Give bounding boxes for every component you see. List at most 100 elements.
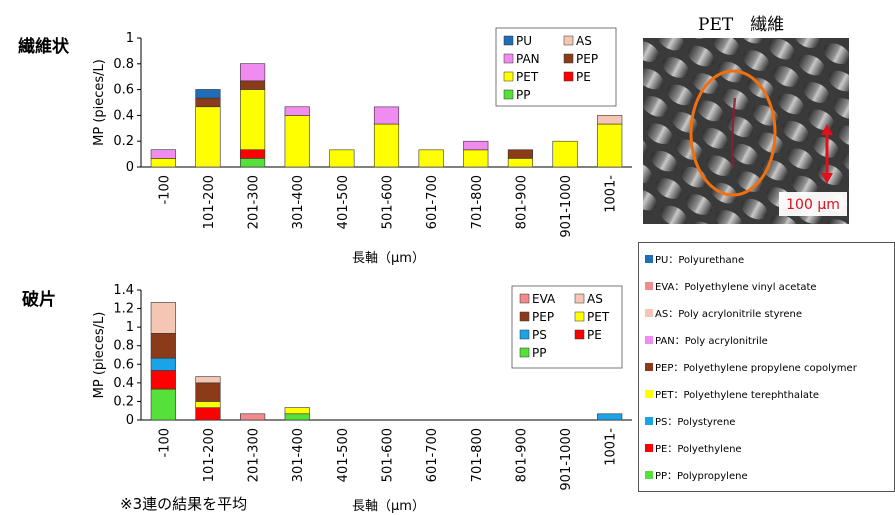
x-tick-label: 401-500 bbox=[336, 428, 351, 482]
legend-swatch bbox=[503, 71, 514, 82]
abbreviation-row-as: AS：Poly acrylonitrile styrene bbox=[645, 305, 802, 320]
legend-label: PE bbox=[576, 70, 591, 84]
abbreviation-row-pe: PE：Polyethylene bbox=[645, 440, 742, 455]
x-tick-label: 1001- bbox=[604, 428, 619, 466]
legend-label: PET bbox=[587, 310, 610, 324]
x-tick-label: 601-700 bbox=[425, 175, 440, 229]
y-tick-label: 0.6 bbox=[113, 83, 134, 98]
y-tick-label: 0.6 bbox=[113, 357, 134, 372]
legend-swatch bbox=[519, 311, 530, 322]
bar-segment-pan bbox=[373, 106, 400, 125]
bar-segment-as bbox=[195, 376, 221, 384]
y-tick-label: 0 bbox=[126, 413, 134, 428]
bar-segment-pet bbox=[195, 401, 221, 408]
y-axis-label: MP (pieces/L) bbox=[92, 312, 107, 399]
x-tick-label: -100 bbox=[157, 175, 172, 205]
legend-label: AS bbox=[576, 34, 592, 48]
legend-label: PEP bbox=[532, 310, 554, 324]
bar-segment-pet bbox=[373, 123, 400, 168]
y-tick-label: 0 bbox=[126, 160, 134, 175]
legend-swatch bbox=[574, 293, 585, 304]
bar-segment-pp bbox=[284, 413, 310, 421]
legend-swatch bbox=[563, 53, 574, 64]
legend-label: AS bbox=[587, 292, 603, 306]
x-tick-label: 301-400 bbox=[291, 175, 306, 229]
legend-label: PEP bbox=[576, 52, 598, 66]
abbreviation-swatch bbox=[645, 281, 653, 290]
x-tick-label: 701-800 bbox=[470, 175, 485, 229]
abbreviation-swatch bbox=[645, 470, 653, 479]
bar-segment-pep bbox=[195, 382, 221, 402]
bar-segment-pe bbox=[195, 407, 221, 421]
legend-swatch bbox=[519, 293, 530, 304]
abbreviation-text: EVA：Polyethylene vinyl acetate bbox=[655, 282, 817, 293]
legend-box bbox=[495, 27, 617, 107]
bar-segment-pep bbox=[195, 97, 221, 108]
x-axis-label: 長軸（μm） bbox=[352, 499, 425, 514]
abbreviation-swatch bbox=[645, 443, 653, 452]
abbreviation-text: PEP：Polyethylene propylene copolymer bbox=[655, 363, 857, 374]
x-tick-label: 801-900 bbox=[514, 428, 529, 482]
legend-swatch bbox=[574, 329, 585, 340]
y-tick-label: 0.4 bbox=[113, 376, 134, 391]
legend-swatch bbox=[563, 71, 574, 82]
legend-label: PP bbox=[532, 346, 546, 360]
legend-swatch bbox=[519, 329, 530, 340]
x-tick-label: 901-1000 bbox=[559, 175, 574, 238]
bar-segment-pep bbox=[150, 333, 176, 359]
bar-segment-pet bbox=[329, 149, 355, 168]
bar-segment-pet bbox=[195, 106, 221, 168]
bar-segment-pan bbox=[240, 63, 266, 82]
bar-segment-pp bbox=[240, 158, 266, 168]
x-tick-label: 601-700 bbox=[425, 428, 440, 482]
x-tick-label: 101-200 bbox=[202, 175, 217, 229]
fiber-section-label: 繊維状 bbox=[18, 37, 69, 57]
abbreviation-swatch bbox=[645, 362, 653, 371]
y-tick-label: 0.8 bbox=[113, 339, 134, 354]
x-tick-label: 301-400 bbox=[291, 428, 306, 482]
y-tick-label: 1 bbox=[126, 320, 134, 335]
x-tick-label: 201-300 bbox=[247, 428, 262, 482]
abbreviation-text: PP：Polypropylene bbox=[655, 471, 748, 482]
abbreviation-text: PET：Polyethylene terephthalate bbox=[655, 390, 820, 401]
bar-segment-pet bbox=[240, 89, 266, 151]
pet-fiber-micrograph: 100 μm bbox=[643, 38, 849, 224]
y-tick-label: 1.4 bbox=[113, 283, 134, 298]
y-tick-label: 1.2 bbox=[113, 302, 134, 317]
bar-segment-pe bbox=[150, 370, 176, 390]
legend-swatch bbox=[503, 89, 514, 100]
photo-title: PET 繊維 bbox=[698, 15, 785, 35]
bar-segment-ps bbox=[150, 357, 176, 371]
bar-segment-as bbox=[150, 302, 176, 334]
abbreviation-row-pp: PP：Polypropylene bbox=[645, 467, 748, 482]
bar-segment-pet bbox=[597, 123, 623, 168]
legend-label: PAN bbox=[516, 52, 540, 66]
legend-label: EVA bbox=[532, 292, 556, 306]
fragment-section-label: 破片 bbox=[22, 290, 56, 310]
x-tick-label: 401-500 bbox=[336, 175, 351, 229]
x-tick-label: 501-600 bbox=[381, 175, 396, 229]
legend-swatch bbox=[519, 347, 530, 358]
abbreviation-row-pan: PAN：Poly acrylonitrile bbox=[645, 332, 768, 347]
bar-segment-pet bbox=[552, 140, 578, 168]
bar-segment-ps bbox=[597, 413, 623, 421]
abbreviation-row-pet: PET：Polyethylene terephthalate bbox=[645, 386, 819, 401]
bar-segment-pan bbox=[463, 140, 489, 151]
abbreviation-text: PAN：Poly acrylonitrile bbox=[655, 336, 768, 347]
abbreviation-swatch bbox=[645, 335, 653, 344]
x-tick-label: 101-200 bbox=[202, 428, 217, 482]
y-axis-label: MP (pieces/L) bbox=[92, 59, 107, 146]
bar-segment-pet bbox=[284, 115, 310, 168]
abbreviation-row-eva: EVA：Polyethylene vinyl acetate bbox=[645, 278, 817, 293]
x-tick-label: 701-800 bbox=[470, 428, 485, 482]
bar-segment-as bbox=[597, 115, 623, 125]
y-tick-label: 0.4 bbox=[113, 108, 134, 123]
legend-label: PET bbox=[516, 70, 539, 84]
bar-segment-pet bbox=[150, 158, 176, 168]
polymer-abbreviation-legend: PU：Polyurethane EVA：Polyethylene vinyl ac… bbox=[638, 242, 895, 492]
abbreviation-swatch bbox=[645, 416, 653, 425]
bar-segment-pp bbox=[150, 388, 176, 421]
x-tick-label: -100 bbox=[157, 428, 172, 458]
y-tick-label: 0.8 bbox=[113, 57, 134, 72]
fiber-bar-chart: 0 0.2 0.4 0.6 0.8 1 MP (pieces/L) -100 101-200 20… bbox=[92, 27, 632, 266]
